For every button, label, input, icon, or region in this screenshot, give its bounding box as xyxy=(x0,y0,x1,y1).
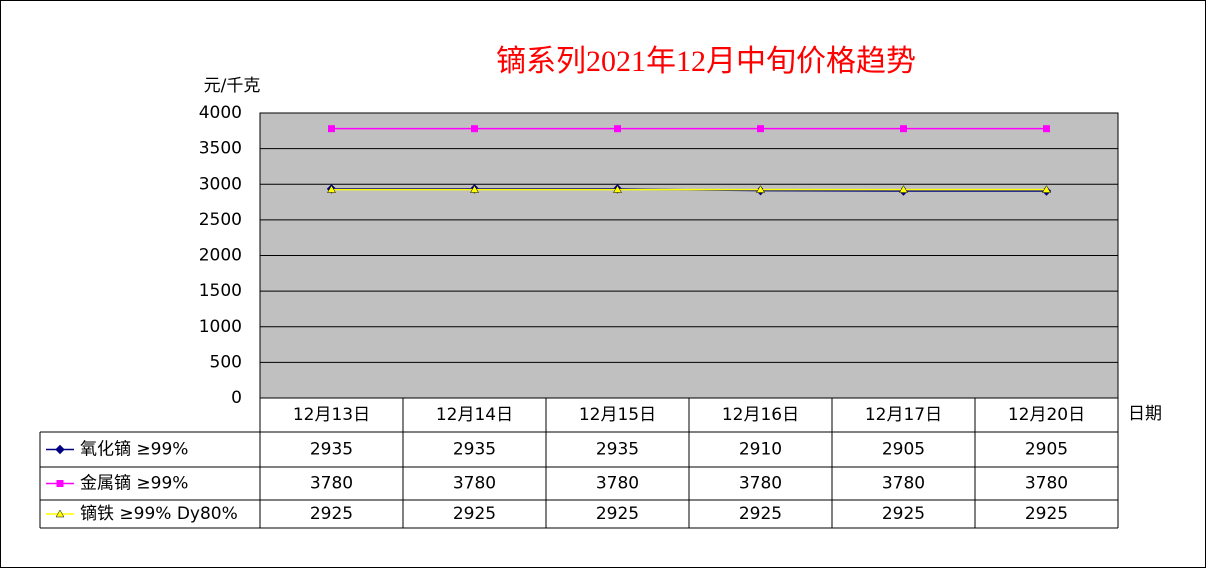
x-tick-label: 12月15日 xyxy=(579,405,656,425)
marker xyxy=(470,185,479,193)
table-value: 2925 xyxy=(882,504,925,524)
table-value: 2935 xyxy=(596,440,639,460)
table-value: 2905 xyxy=(882,440,925,460)
y-tick-label: 0 xyxy=(231,388,242,408)
table-value: 3780 xyxy=(882,474,925,494)
y-tick-label: 1500 xyxy=(199,281,242,301)
y-tick-label: 2000 xyxy=(199,246,242,266)
marker xyxy=(1043,125,1050,133)
x-tick-label: 12月14日 xyxy=(436,405,513,425)
x-axis-label: 日期 xyxy=(1128,404,1162,424)
table-value: 2935 xyxy=(310,440,353,460)
marker xyxy=(55,509,65,518)
table-value: 2935 xyxy=(453,440,496,460)
marker xyxy=(1042,185,1051,193)
marker xyxy=(613,185,622,193)
legend-label: 金属镝 ≥99% xyxy=(80,474,188,494)
table-value: 3780 xyxy=(739,474,782,494)
table-value: 2925 xyxy=(1025,504,1068,524)
table-value: 2925 xyxy=(310,504,353,524)
table-value: 2910 xyxy=(739,440,782,460)
table-value: 3780 xyxy=(596,474,639,494)
table-value: 3780 xyxy=(453,474,496,494)
legend-label: 氧化镝 ≥99% xyxy=(80,440,188,460)
marker xyxy=(327,185,336,193)
marker xyxy=(757,125,764,133)
y-tick-label: 3500 xyxy=(199,139,242,159)
y-tick-label: 1000 xyxy=(199,317,242,337)
marker xyxy=(471,125,478,133)
chart-title: 镝系列2021年12月中旬价格趋势 xyxy=(496,45,916,78)
table-value: 3780 xyxy=(1025,474,1068,494)
table-value: 2905 xyxy=(1025,440,1068,460)
marker xyxy=(55,444,65,455)
table-value: 2925 xyxy=(596,504,639,524)
x-tick-label: 12月13日 xyxy=(293,405,370,425)
y-axis-label: 元/千克 xyxy=(204,76,261,96)
table-value: 2925 xyxy=(453,504,496,524)
table-value: 3780 xyxy=(310,474,353,494)
legend-label: 镝铁 ≥99% Dy80% xyxy=(80,504,238,524)
marker xyxy=(900,125,907,133)
y-tick-label: 3000 xyxy=(199,174,242,194)
y-tick-label: 500 xyxy=(210,352,242,372)
marker xyxy=(56,480,64,487)
table-value: 2925 xyxy=(739,504,782,524)
marker xyxy=(756,185,765,193)
marker xyxy=(328,125,335,133)
marker xyxy=(614,125,621,133)
y-tick-label: 4000 xyxy=(199,103,242,123)
x-tick-label: 12月20日 xyxy=(1008,405,1085,425)
y-tick-label: 2500 xyxy=(199,210,242,230)
x-tick-label: 12月17日 xyxy=(865,405,942,425)
x-tick-label: 12月16日 xyxy=(722,405,799,425)
marker xyxy=(899,185,908,193)
